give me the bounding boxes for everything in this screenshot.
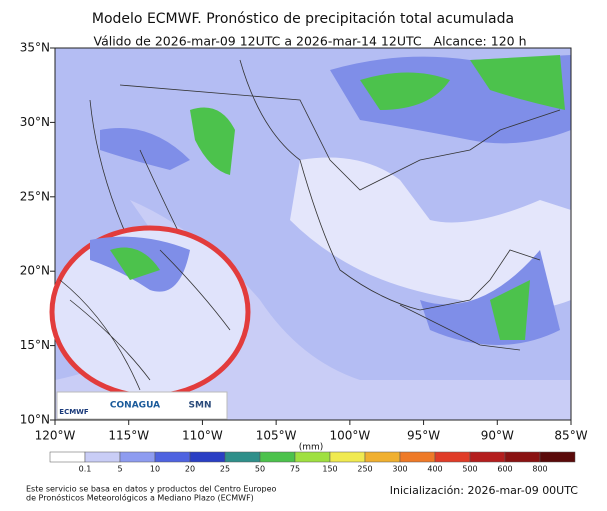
lat-label: 10°N [20,413,50,427]
lon-label: 100°W [329,429,370,443]
colorbar-swatch [49,451,86,463]
colorbar-label: 25 [220,465,230,474]
colorbar-label: 10 [150,465,160,474]
colorbar-label: 250 [357,465,372,474]
lon-label: 110°W [182,429,223,443]
colorbar-unit: (mm) [299,443,324,453]
lat-label: 30°N [20,115,50,129]
logo: ECMWF [59,408,89,416]
colorbar-swatch [469,451,506,463]
colorbar-swatch [259,451,296,463]
colorbar-swatch [294,451,331,463]
colorbar-label: 150 [322,465,337,474]
lat-label: 15°N [20,338,50,352]
colorbar-swatch [399,451,436,463]
source-line: de Pronósticos Meteorológicos a Mediano … [26,493,254,503]
colorbar-swatch [364,451,401,463]
lat-label: 25°N [20,189,50,203]
colorbar-swatch [329,451,366,463]
title: Modelo ECMWF. Pronóstico de precipitació… [92,11,514,27]
colorbar-swatch [539,451,576,463]
lat-label: 20°N [20,264,50,278]
lon-label: 90°W [481,429,514,443]
colorbar-swatch [119,451,156,463]
colorbar-label: 600 [497,465,512,474]
colorbar-label: 75 [290,465,300,474]
colorbar-label: 400 [427,465,442,474]
lat-label: 35°N [20,41,50,55]
lon-label: 105°W [256,429,297,443]
lon-label: 95°W [407,429,440,443]
logo: SMN [189,401,212,411]
colorbar-label: 500 [462,465,477,474]
colorbar-label: 20 [185,465,195,474]
colorbar-swatch [84,451,121,463]
colorbar-swatch [434,451,471,463]
colorbar-label: 5 [117,465,122,474]
colorbar-label: 50 [255,465,265,474]
lon-label: 115°W [108,429,149,443]
init-time: Inicialización: 2026-mar-09 00UTC [390,484,579,497]
source-line: Este servicio se basa en datos y product… [26,485,277,494]
colorbar-swatch [189,451,226,463]
colorbar-swatch [504,451,541,463]
colorbar-swatch [224,451,261,463]
colorbar-label: 0.1 [79,465,92,474]
logo: CONAGUA [110,401,160,411]
colorbar-swatch [154,451,191,463]
colorbar-label: 800 [532,465,547,474]
map [49,47,572,421]
lon-label: 120°W [35,429,76,443]
colorbar-label: 300 [392,465,407,474]
subtitle: Válido de 2026-mar-09 12UTC a 2026-mar-1… [94,34,527,49]
lon-label: 85°W [554,429,587,443]
